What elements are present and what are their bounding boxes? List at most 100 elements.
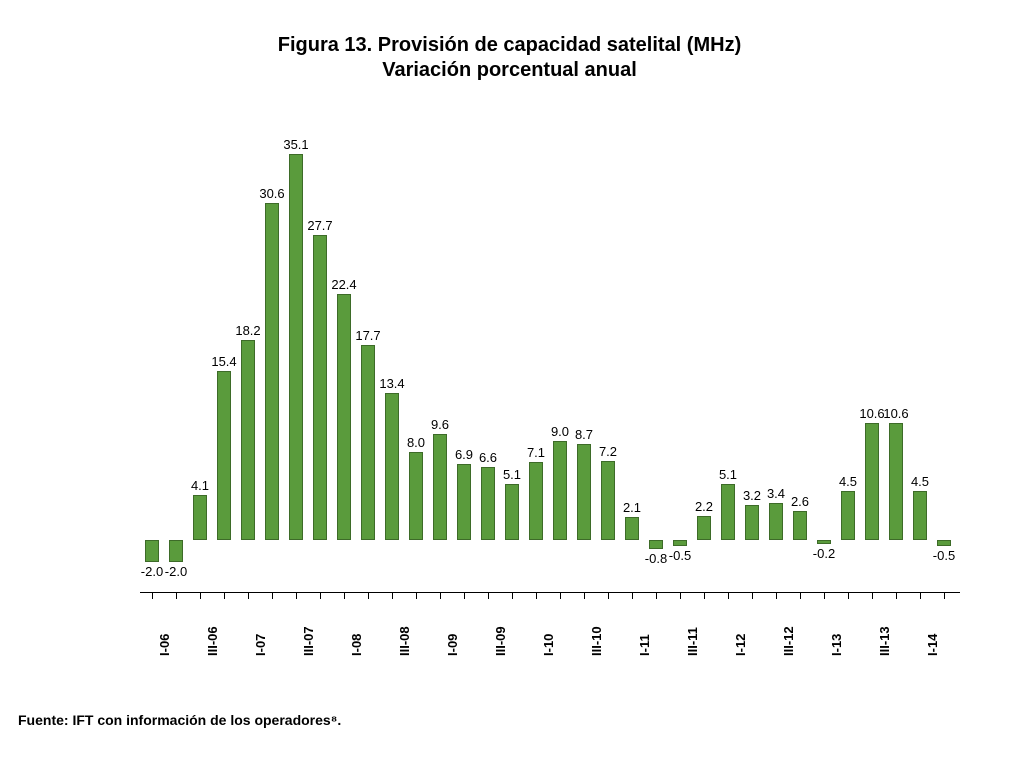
x-tick [344, 592, 345, 599]
bar-rect [505, 484, 519, 540]
bar: 15.4 [217, 144, 231, 584]
bar: 4.5 [841, 144, 855, 584]
bar-value-label: 27.7 [300, 218, 340, 233]
bar-value-label: 2.2 [684, 499, 724, 514]
x-tick [152, 592, 153, 599]
x-tick [296, 592, 297, 599]
bar: 22.4 [337, 144, 351, 584]
x-tick [872, 592, 873, 599]
x-tick [248, 592, 249, 599]
bar-rect [817, 540, 831, 544]
bar: 5.1 [721, 144, 735, 584]
bar: 13.4 [385, 144, 399, 584]
bar-rect [697, 516, 711, 540]
bar: 2.6 [793, 144, 807, 584]
x-tick [176, 592, 177, 599]
x-tick [944, 592, 945, 599]
bar-value-label: 7.2 [588, 444, 628, 459]
x-tick [512, 592, 513, 599]
bar-rect [865, 423, 879, 540]
bar: 6.6 [481, 144, 495, 584]
bar-rect [193, 495, 207, 540]
x-tick [560, 592, 561, 599]
x-tick [584, 592, 585, 599]
chart-title-line2: Variación porcentual anual [0, 59, 1019, 82]
bar-value-label: 7.1 [516, 445, 556, 460]
bar: 18.2 [241, 144, 255, 584]
bar: 2.2 [697, 144, 711, 584]
bar-value-label: 17.7 [348, 328, 388, 343]
bar-rect [937, 540, 951, 546]
bar: 8.0 [409, 144, 423, 584]
bar-value-label: 5.1 [708, 467, 748, 482]
bar: 2.1 [625, 144, 639, 584]
x-axis-label: III-13 [877, 626, 892, 656]
bar: 17.7 [361, 144, 375, 584]
bar-rect [529, 462, 543, 540]
bar-value-label: 8.0 [396, 435, 436, 450]
x-tick [200, 592, 201, 599]
x-tick [608, 592, 609, 599]
chart-plot-area: -2.0-2.04.115.418.230.635.127.722.417.71… [140, 144, 960, 584]
bar-rect [553, 441, 567, 540]
bar-value-label: 4.1 [180, 478, 220, 493]
bar: -0.5 [937, 144, 951, 584]
bar-rect [793, 511, 807, 540]
x-tick [896, 592, 897, 599]
x-axis-label: I-13 [829, 634, 844, 656]
x-tick [224, 592, 225, 599]
bar-rect [913, 491, 927, 541]
bar-rect [673, 540, 687, 546]
bar-value-label: 22.4 [324, 277, 364, 292]
bar-value-label: 18.2 [228, 323, 268, 338]
bar: -2.0 [169, 144, 183, 584]
bar-rect [265, 203, 279, 540]
bar-rect [361, 345, 375, 540]
bar-rect [289, 154, 303, 540]
bar-value-label: 13.4 [372, 376, 412, 391]
x-tick [680, 592, 681, 599]
x-tick [752, 592, 753, 599]
bar-value-label: 8.7 [564, 427, 604, 442]
x-axis-label: I-12 [733, 634, 748, 656]
bar-rect [169, 540, 183, 562]
bar-rect [457, 464, 471, 540]
bar: 6.9 [457, 144, 471, 584]
x-axis-line [140, 592, 960, 594]
x-tick [272, 592, 273, 599]
bar: 8.7 [577, 144, 591, 584]
bar: 5.1 [505, 144, 519, 584]
x-tick [776, 592, 777, 599]
bar: -2.0 [145, 144, 159, 584]
bar-rect [841, 491, 855, 541]
bar-rect [217, 371, 231, 540]
x-tick [656, 592, 657, 599]
x-tick [392, 592, 393, 599]
x-axis-label: III-12 [781, 626, 796, 656]
x-axis-label: I-08 [349, 634, 364, 656]
source-text: Fuente: IFT con información de los opera… [18, 712, 341, 728]
x-tick [920, 592, 921, 599]
bar-value-label: 30.6 [252, 186, 292, 201]
x-axis-label: III-06 [205, 626, 220, 656]
x-tick [320, 592, 321, 599]
x-axis-label: I-09 [445, 634, 460, 656]
x-axis-label: III-09 [493, 626, 508, 656]
x-axis-label: I-10 [541, 634, 556, 656]
bar: -0.8 [649, 144, 663, 584]
bar-value-label: 2.1 [612, 500, 652, 515]
bar: 4.5 [913, 144, 927, 584]
bar-rect [745, 505, 759, 540]
bar: 7.2 [601, 144, 615, 584]
bar-value-label: 4.5 [828, 474, 868, 489]
bar-value-label: -0.5 [660, 548, 700, 563]
bar-value-label: -0.5 [924, 548, 964, 563]
bar-value-label: 10.6 [876, 406, 916, 421]
bar-value-label: 4.5 [900, 474, 940, 489]
x-axis-label: III-08 [397, 626, 412, 656]
x-tick [488, 592, 489, 599]
bar: 27.7 [313, 144, 327, 584]
x-tick [704, 592, 705, 599]
bar-rect [625, 517, 639, 540]
bar: 10.6 [889, 144, 903, 584]
